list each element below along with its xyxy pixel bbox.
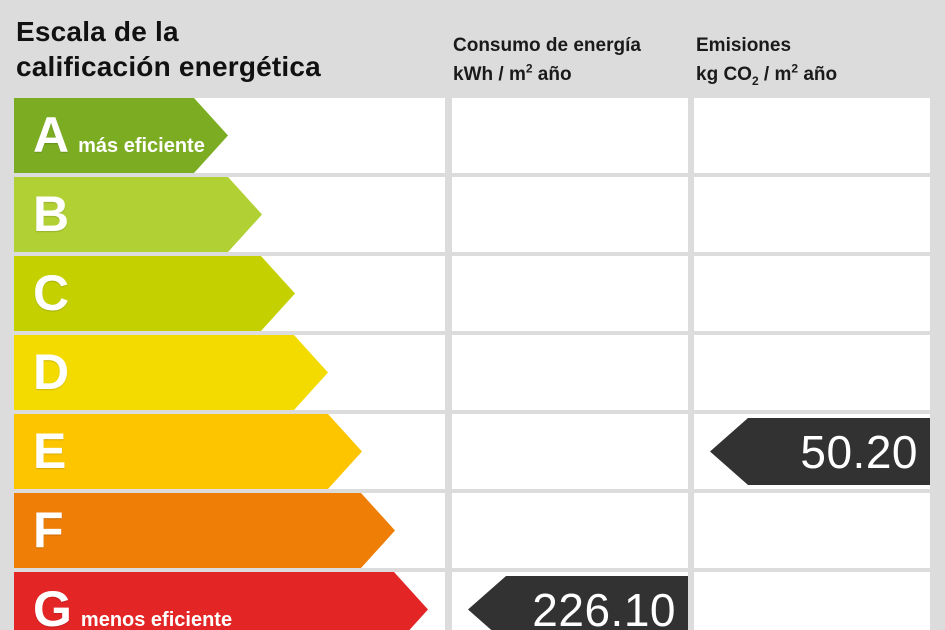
rating-arrow-C: C (14, 256, 295, 331)
scale-cell-D: D (14, 335, 445, 410)
emissions-column-header: Emisiones kg CO2 / m2 año (696, 31, 837, 89)
rating-letter-F: F (33, 502, 64, 558)
consumption-header-label: Consumo de energía (453, 35, 641, 56)
rating-letter-A: A (33, 107, 70, 163)
consumption-cell-F (452, 493, 688, 568)
rating-row-E: E 50.20 (14, 414, 930, 489)
emissions-cell-F (694, 493, 930, 568)
rating-arrow-F: F (14, 493, 395, 568)
consumption-value-arrow: 226.10 (468, 576, 688, 630)
page-title: Escala de la calificación energética (16, 14, 321, 84)
scale-cell-C: C (14, 256, 445, 331)
rating-letter-G: G (33, 581, 72, 630)
emissions-cell-A (694, 98, 930, 173)
rating-letter-E: E (33, 423, 67, 479)
rating-letter-D: D (33, 344, 70, 400)
scale-cell-F: F (14, 493, 445, 568)
rating-letter-C: C (33, 265, 70, 321)
page-title-line1: Escala de la (16, 16, 179, 47)
consumption-cell-D (452, 335, 688, 410)
rating-row-C: C (14, 256, 930, 331)
rating-letter-B: B (33, 186, 70, 242)
emissions-header-unit: kg CO2 / m2 año (696, 61, 838, 88)
rating-row-F: F (14, 493, 930, 568)
consumption-cell-E (452, 414, 688, 489)
rating-note-G: menos eficiente (80, 609, 233, 630)
rating-arrow-D: D (14, 335, 328, 410)
consumption-header-unit: kWh / m2 año (453, 61, 572, 85)
scale-cell-B: B (14, 177, 445, 252)
emissions-value-arrow: 50.20 (710, 418, 930, 485)
emissions-cell-C (694, 256, 930, 331)
rating-note-A: más eficiente (78, 135, 205, 157)
rating-row-B: B (14, 177, 930, 252)
consumption-cell-A (452, 98, 688, 173)
emissions-cell-G (694, 572, 930, 630)
emissions-cell-E: 50.20 (694, 414, 930, 489)
scale-cell-E: E (14, 414, 445, 489)
page-title-line2: calificación energética (16, 51, 321, 82)
consumption-column-header: Consumo de energía kWh / m2 año (453, 31, 641, 89)
consumption-cell-B (452, 177, 688, 252)
emissions-cell-D (694, 335, 930, 410)
rating-arrow-B: B (14, 177, 262, 252)
emissions-cell-B (694, 177, 930, 252)
rating-row-D: D (14, 335, 930, 410)
consumption-cell-G: 226.10 (452, 572, 688, 630)
emissions-header-label: Emisiones (696, 35, 792, 56)
rating-arrow-E: E (14, 414, 362, 489)
consumption-cell-C (452, 256, 688, 331)
